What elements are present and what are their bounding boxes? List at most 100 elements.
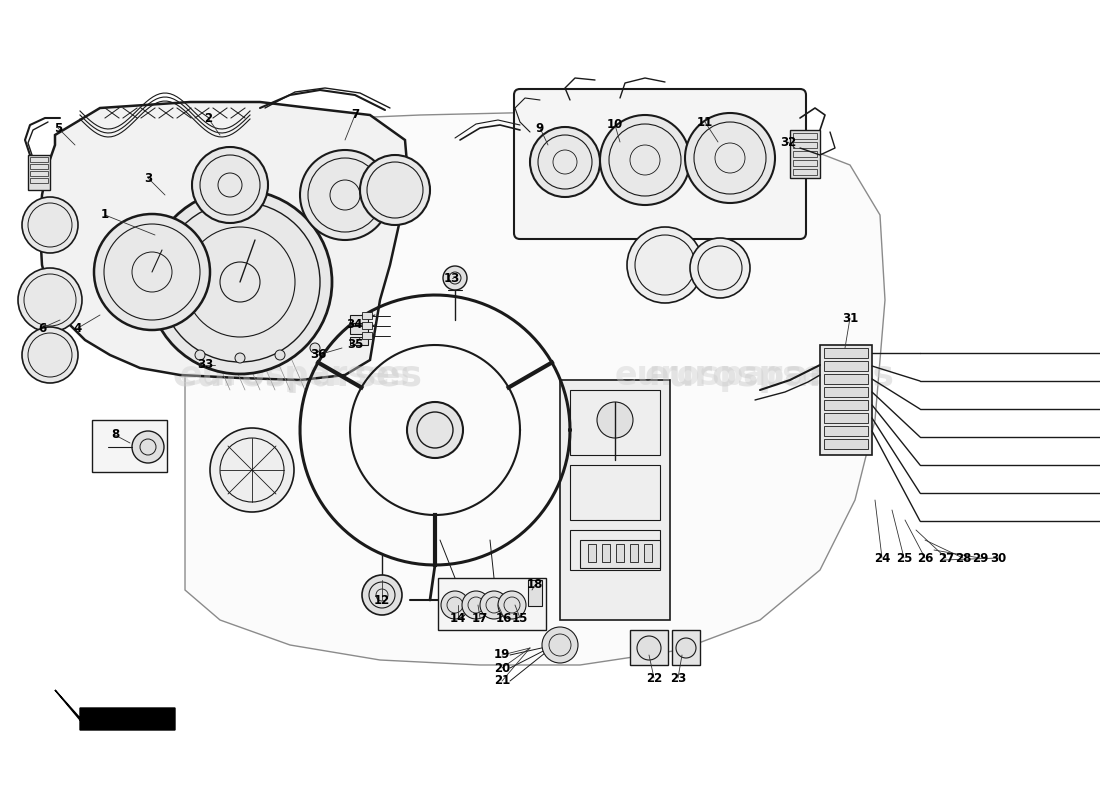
Circle shape xyxy=(275,350,285,360)
Bar xyxy=(350,337,368,345)
Circle shape xyxy=(690,238,750,298)
Bar xyxy=(793,133,817,139)
Bar xyxy=(824,426,868,436)
Text: 14: 14 xyxy=(450,611,466,625)
Bar xyxy=(362,332,372,339)
Circle shape xyxy=(441,591,469,619)
Text: 28: 28 xyxy=(955,551,971,565)
Circle shape xyxy=(18,268,82,332)
Text: 32: 32 xyxy=(780,135,796,149)
Text: 25: 25 xyxy=(895,551,912,565)
Polygon shape xyxy=(185,112,886,665)
Circle shape xyxy=(480,591,508,619)
Bar xyxy=(820,345,872,455)
Bar xyxy=(793,142,817,148)
Text: eurosparses: eurosparses xyxy=(615,358,845,391)
Bar xyxy=(30,171,48,176)
Circle shape xyxy=(462,591,490,619)
Text: 33: 33 xyxy=(197,358,213,371)
Bar xyxy=(824,374,868,384)
Bar xyxy=(824,348,868,358)
Text: 4: 4 xyxy=(74,322,82,334)
Bar xyxy=(30,164,48,169)
Polygon shape xyxy=(55,690,175,730)
Bar xyxy=(644,544,652,562)
Text: 2: 2 xyxy=(204,111,212,125)
Circle shape xyxy=(310,343,320,353)
Circle shape xyxy=(22,197,78,253)
Bar xyxy=(630,544,638,562)
Text: 10: 10 xyxy=(607,118,623,131)
Bar xyxy=(580,540,660,568)
Circle shape xyxy=(676,638,696,658)
Text: 7: 7 xyxy=(351,109,359,122)
Bar xyxy=(672,630,700,665)
FancyBboxPatch shape xyxy=(514,89,806,239)
Bar xyxy=(824,387,868,397)
Text: 35: 35 xyxy=(346,338,363,351)
Text: 13: 13 xyxy=(444,271,460,285)
Circle shape xyxy=(195,350,205,360)
Bar xyxy=(560,380,670,620)
Text: eurosparses: eurosparses xyxy=(179,358,410,391)
Bar xyxy=(30,157,48,162)
Text: 21: 21 xyxy=(494,674,510,687)
Circle shape xyxy=(407,402,463,458)
Text: 5: 5 xyxy=(54,122,62,134)
Text: 22: 22 xyxy=(646,671,662,685)
Bar xyxy=(362,322,372,329)
Circle shape xyxy=(542,627,578,663)
Bar xyxy=(630,630,668,665)
Text: 17: 17 xyxy=(472,611,488,625)
Circle shape xyxy=(530,127,600,197)
Circle shape xyxy=(443,266,468,290)
Circle shape xyxy=(600,115,690,205)
Polygon shape xyxy=(40,102,408,380)
Circle shape xyxy=(94,214,210,330)
Text: 19: 19 xyxy=(494,649,510,662)
Bar xyxy=(824,361,868,371)
Circle shape xyxy=(210,428,294,512)
Text: 24: 24 xyxy=(873,551,890,565)
Text: 3: 3 xyxy=(144,171,152,185)
Bar xyxy=(528,580,542,606)
Text: 23: 23 xyxy=(670,671,686,685)
Bar xyxy=(362,312,372,319)
Bar xyxy=(824,413,868,423)
Circle shape xyxy=(362,575,402,615)
Text: 12: 12 xyxy=(374,594,390,606)
Circle shape xyxy=(685,113,775,203)
Text: 1: 1 xyxy=(101,209,109,222)
Text: 8: 8 xyxy=(111,429,119,442)
Text: 16: 16 xyxy=(496,611,513,625)
Circle shape xyxy=(235,353,245,363)
Circle shape xyxy=(132,431,164,463)
Bar xyxy=(602,544,610,562)
Text: eurosparses: eurosparses xyxy=(172,359,422,393)
Circle shape xyxy=(148,190,332,374)
Circle shape xyxy=(498,591,526,619)
Text: 6: 6 xyxy=(37,322,46,334)
Bar xyxy=(793,160,817,166)
Text: 30: 30 xyxy=(990,551,1006,565)
Circle shape xyxy=(360,155,430,225)
Circle shape xyxy=(300,150,390,240)
Bar xyxy=(570,390,660,455)
Bar xyxy=(350,315,368,323)
Text: 34: 34 xyxy=(345,318,362,331)
Bar xyxy=(588,544,596,562)
Text: 9: 9 xyxy=(536,122,544,134)
Text: 20: 20 xyxy=(494,662,510,674)
Text: 29: 29 xyxy=(971,551,988,565)
Bar xyxy=(570,465,660,520)
Bar xyxy=(793,151,817,157)
Bar xyxy=(824,439,868,449)
Bar xyxy=(438,578,546,630)
Bar xyxy=(92,420,167,472)
Bar xyxy=(570,530,660,570)
Bar xyxy=(793,169,817,175)
Bar xyxy=(790,130,820,178)
Bar xyxy=(28,155,50,190)
Bar xyxy=(30,178,48,183)
Bar xyxy=(824,400,868,410)
